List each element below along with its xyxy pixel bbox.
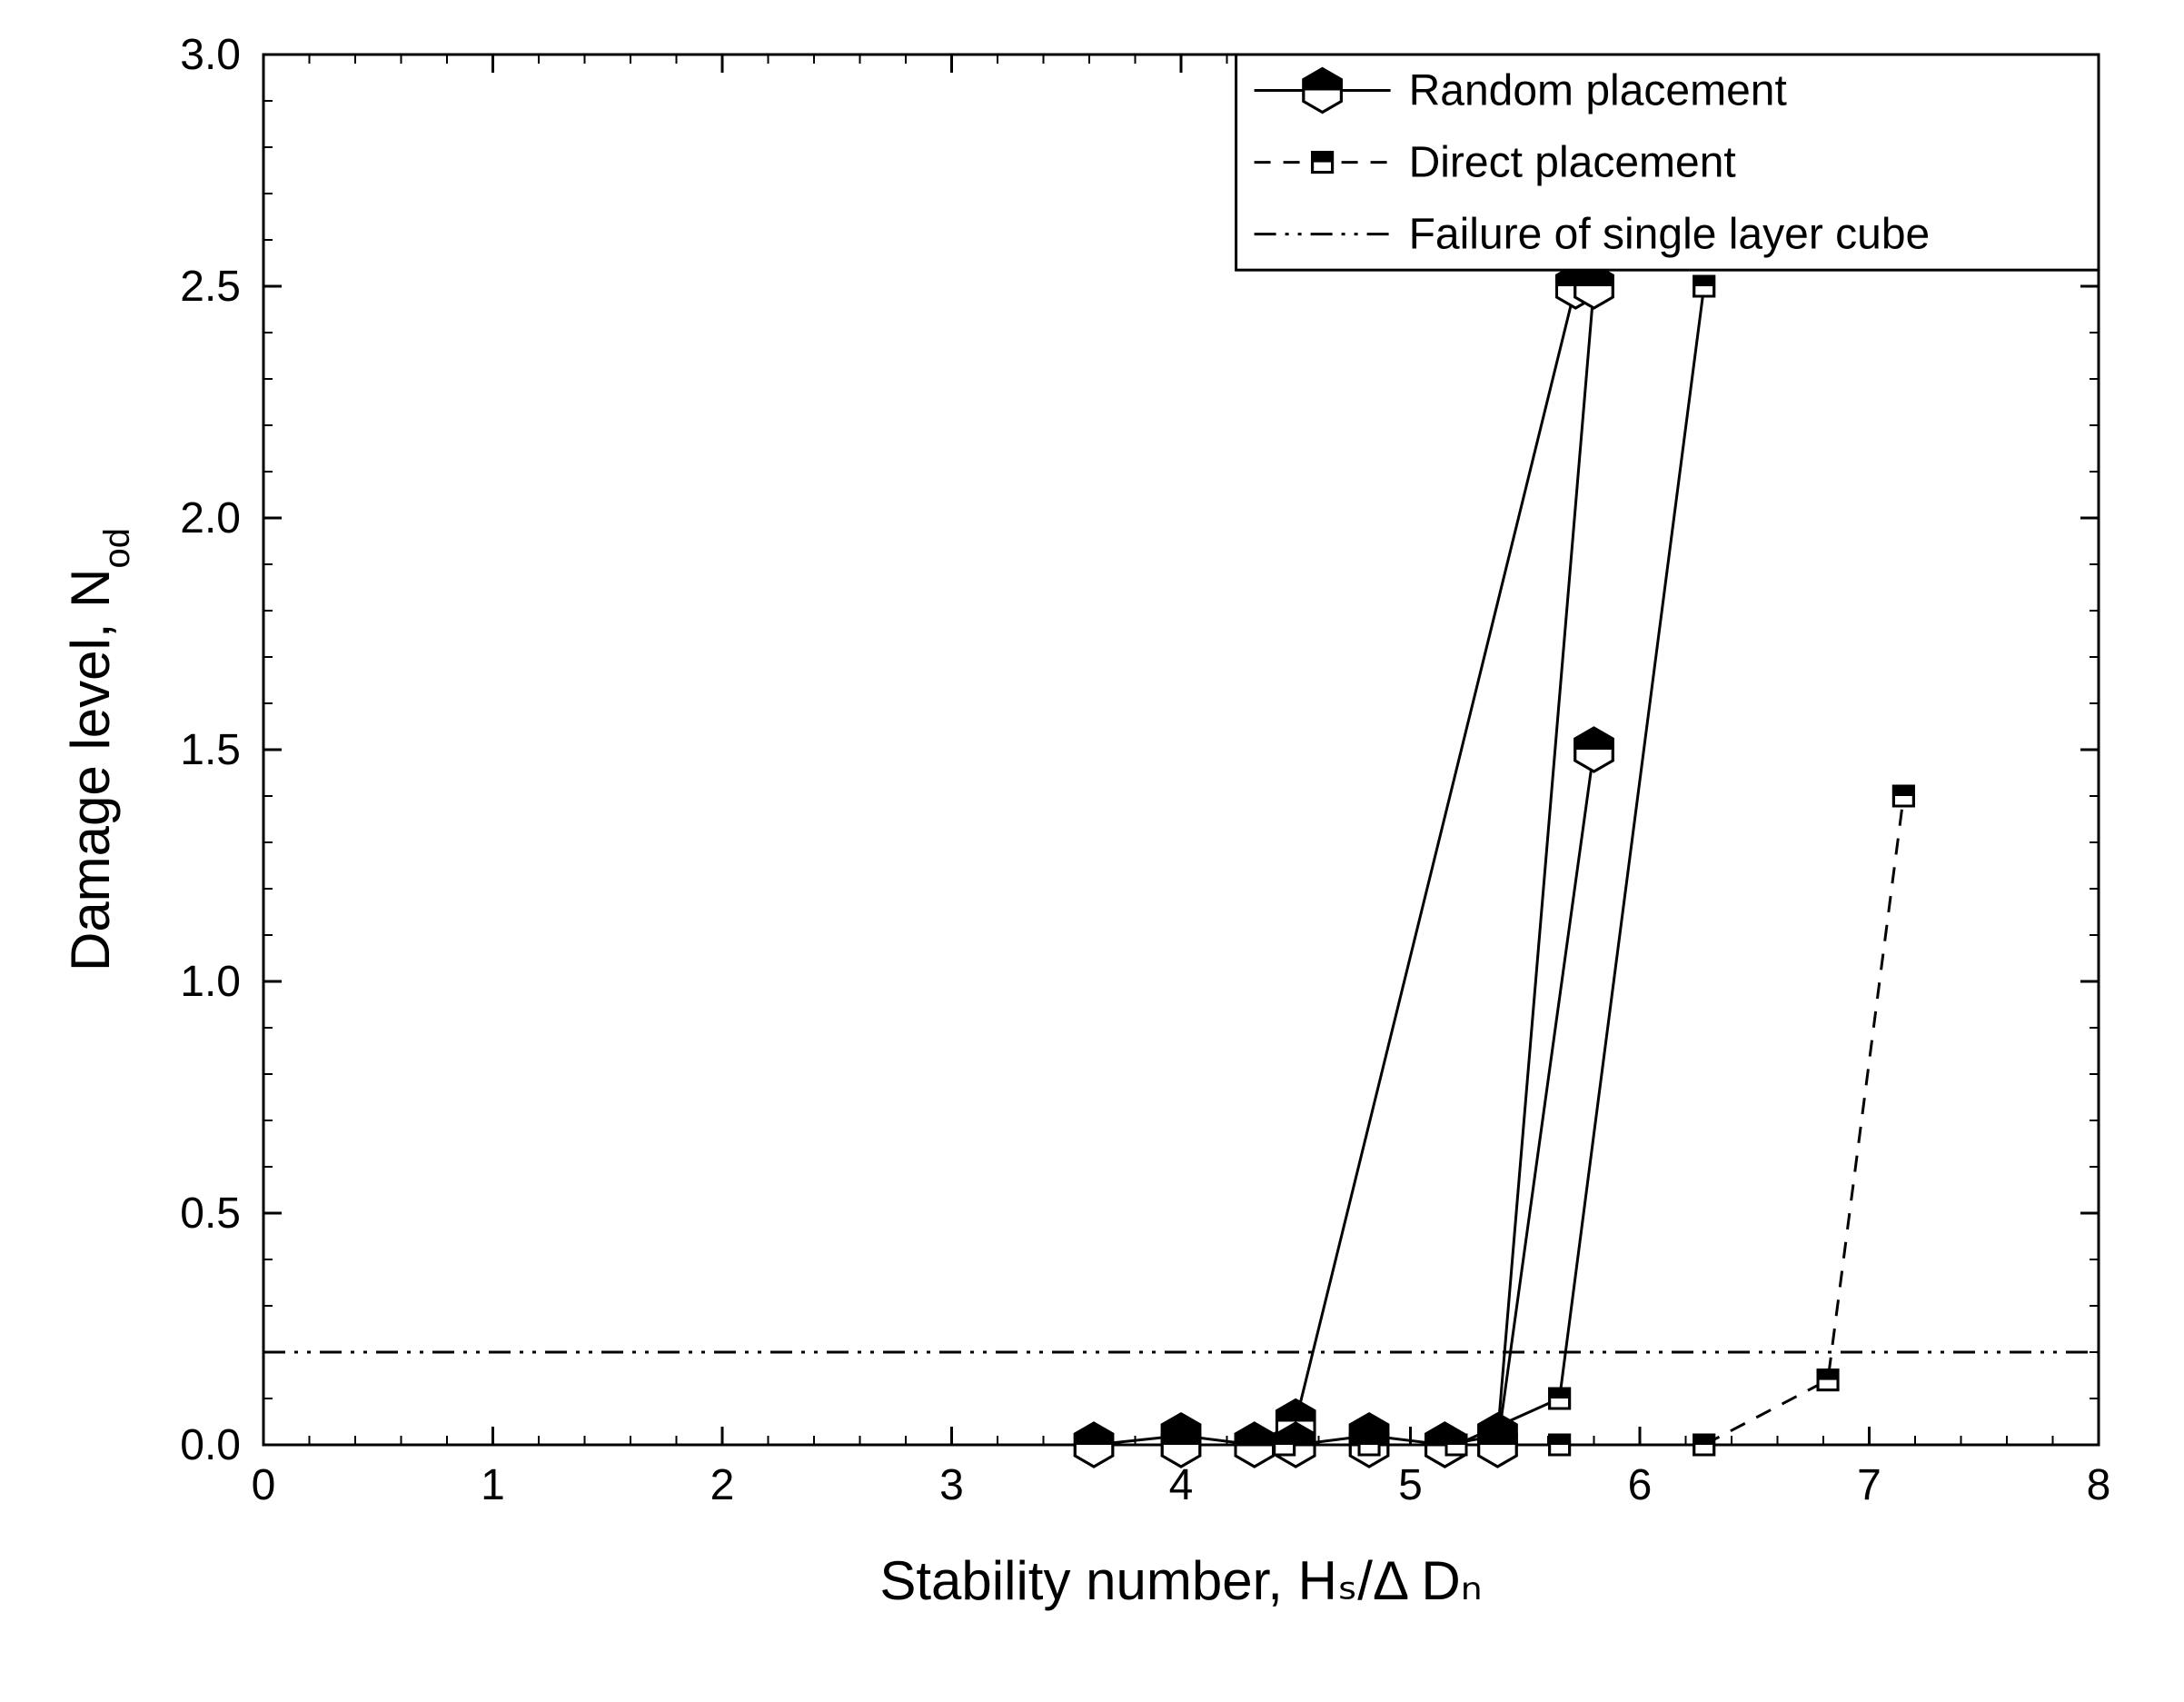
stability-damage-chart: 0 1 2 3 4 5 6 7 8 0.0 0.5 1.0 1.5 2.0 2.5 3.0 Stability … (0, 0, 2184, 1702)
random-marker (1075, 1423, 1113, 1467)
random-marker (1575, 728, 1613, 771)
direct-marker (1694, 276, 1714, 296)
direct-marker (1446, 1435, 1466, 1455)
y-tick-label: 2.0 (180, 494, 241, 542)
direct-marker (1818, 1370, 1838, 1390)
x-tick-label: 7 (1857, 1461, 1881, 1509)
direct-marker (1550, 1388, 1570, 1408)
x-axis-title: Stability number, Hₛ/Δ Dₙ (879, 1550, 1482, 1611)
legend-label-failure: Failure of single layer cube (1409, 211, 1931, 259)
chart-container: 0 1 2 3 4 5 6 7 8 0.0 0.5 1.0 1.5 2.0 2.5 3.0 Stability … (0, 0, 2184, 1702)
x-tick-label: 0 (252, 1461, 276, 1509)
direct-marker (1275, 1435, 1295, 1455)
direct-marker (1550, 1435, 1570, 1455)
y-tick-label: 0.5 (180, 1189, 241, 1238)
x-tick-label: 4 (1169, 1461, 1194, 1509)
x-tick-label: 6 (1628, 1461, 1653, 1509)
y-tick-label: 3.0 (180, 31, 241, 79)
legend-label-direct: Direct placement (1409, 139, 1736, 187)
random-marker (1162, 1423, 1200, 1467)
x-tick-label: 5 (1398, 1461, 1423, 1509)
legend: Random placement Direct placement Failure … (1236, 55, 2099, 270)
direct-marker (1893, 786, 1913, 806)
random-marker (1479, 1423, 1517, 1467)
x-tick-label: 2 (710, 1461, 735, 1509)
direct-marker (1359, 1435, 1379, 1455)
y-tick-label: 1.0 (180, 958, 241, 1006)
y-tick-label: 0.0 (180, 1421, 241, 1469)
legend-direct-marker (1313, 153, 1333, 173)
x-tick-label: 8 (2087, 1461, 2111, 1509)
legend-label-random: Random placement (1409, 67, 1787, 115)
legend-random-marker (1304, 69, 1342, 113)
direct-marker (1694, 1435, 1714, 1455)
y-tick-label: 1.5 (180, 726, 241, 774)
x-tick-label: 3 (939, 1461, 964, 1509)
x-tick-label: 1 (481, 1461, 505, 1509)
y-tick-label: 2.5 (180, 263, 241, 311)
